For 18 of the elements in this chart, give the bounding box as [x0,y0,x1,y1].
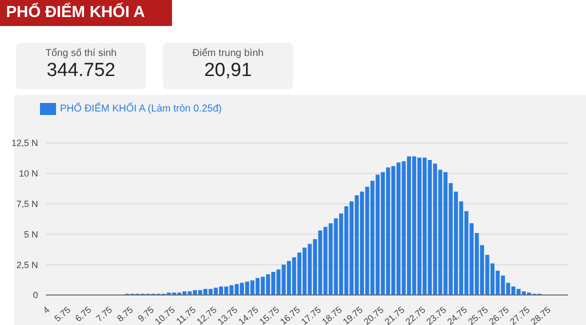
y-tick-label: 10 N [18,168,38,179]
y-tick-label: 12,5 N [11,138,38,148]
x-tick-label: 8.75 [115,304,135,324]
y-tick-label: 7,5 N [16,198,38,209]
legend-label: PHỔ ĐIỂM KHỐI A (Làm tròn 0.25đ) [60,104,222,115]
x-tick-label: 9.75 [136,304,156,324]
text: 20,91 [203,60,253,82]
x-tick-label: 4 [41,304,52,316]
y-tick-label: 2,5 N [16,260,38,270]
text: Điểm trung bình [191,48,265,59]
chart-title: PHỔ ĐIỂM KHỐI A [0,0,172,26]
y-tick-label: 0 [32,290,38,300]
text: 344.752 [46,60,116,82]
y-tick-label: 5 N [24,229,38,240]
x-tick-label: 6.75 [73,304,94,324]
x-tick-label: 7.75 [94,304,114,324]
text: Tổng số thí sinh [44,48,118,59]
x-tick-label: 5.75 [52,304,72,324]
